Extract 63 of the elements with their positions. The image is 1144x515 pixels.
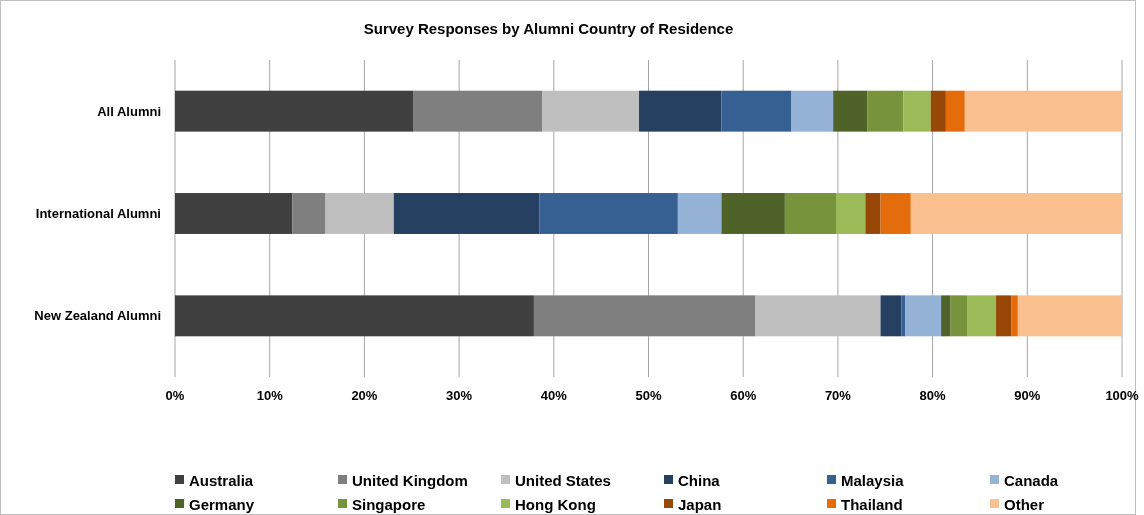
bar	[325, 193, 394, 234]
bar	[791, 90, 834, 132]
bar	[639, 90, 722, 132]
legend-label: Germany	[189, 496, 255, 514]
x-tick-label: 100%	[1105, 388, 1140, 403]
bar	[865, 193, 881, 234]
legend-label: United States	[515, 472, 611, 490]
bar	[533, 295, 756, 337]
legend-label: Japan	[678, 496, 722, 514]
legend-label: Canada	[1004, 472, 1059, 490]
x-tick-label: 40%	[540, 388, 568, 403]
x-tick-label: 20%	[351, 388, 378, 403]
bar	[677, 193, 722, 234]
bar	[539, 193, 678, 234]
bar	[721, 90, 792, 132]
x-tick-label: 0%	[165, 388, 185, 403]
x-tick-label: 70%	[824, 388, 852, 403]
bar	[175, 193, 293, 234]
x-tick-label: 60%	[730, 388, 757, 403]
bar	[880, 193, 911, 234]
bar	[880, 295, 902, 337]
legend-label: Hong Kong	[515, 496, 596, 514]
x-tick-label: 10%	[256, 388, 284, 403]
bar	[903, 90, 931, 132]
bar	[833, 90, 868, 132]
y-tick-label: All Alumni	[97, 103, 161, 119]
bar	[905, 295, 942, 337]
bar	[901, 295, 906, 337]
bar	[945, 90, 965, 132]
bar	[941, 295, 951, 337]
x-tick-label: 80%	[919, 388, 947, 403]
bar	[413, 90, 543, 132]
chart-title: Survey Responses by Alumni Country of Residence	[363, 20, 734, 37]
y-tick-label: International Alumni	[35, 206, 161, 222]
bar	[175, 90, 414, 132]
bar	[996, 295, 1012, 337]
bar	[967, 295, 997, 337]
bar	[175, 295, 534, 337]
bar	[910, 193, 1122, 234]
bar	[836, 193, 866, 234]
x-tick-label: 90%	[1014, 388, 1041, 403]
bar	[867, 90, 904, 132]
y-tick-label: New Zealand Alumni	[34, 308, 161, 324]
bar	[292, 193, 326, 234]
bar	[542, 90, 640, 132]
legend-label: United Kingdom	[352, 472, 468, 490]
bar	[930, 90, 946, 132]
x-tick-label: 30%	[446, 388, 473, 403]
legend-label: China	[678, 472, 721, 490]
bar	[784, 193, 837, 234]
bar	[964, 90, 1122, 132]
bar	[721, 193, 785, 234]
x-tick-label: 50%	[635, 388, 662, 403]
legend-label: Thailand	[841, 496, 903, 514]
bar	[1011, 295, 1018, 337]
legend-label: Other	[1004, 496, 1045, 514]
legend-label: Malaysia	[841, 472, 905, 490]
bar	[755, 295, 881, 337]
legend-label: Australia	[189, 472, 254, 490]
legend-label: Singapore	[352, 496, 426, 514]
bar	[950, 295, 968, 337]
bar	[393, 193, 540, 234]
bar	[1017, 295, 1122, 337]
